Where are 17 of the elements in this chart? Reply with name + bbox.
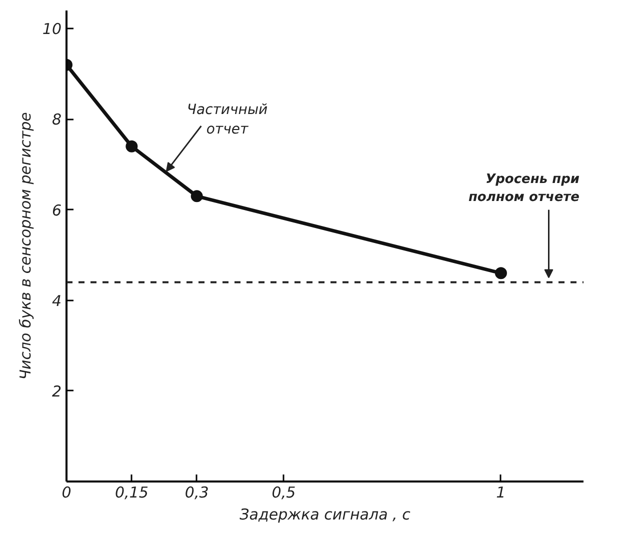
x-tick-label: 0,3 <box>184 484 209 502</box>
y-tick-label: 10 <box>42 20 62 38</box>
point <box>190 190 203 202</box>
x-tick-label: 0 <box>62 484 72 502</box>
y-tick-label: 8 <box>52 110 62 129</box>
x-tick-label: 0,15 <box>114 484 148 502</box>
y-tick-label: 6 <box>52 201 62 220</box>
point <box>126 140 138 152</box>
x-axis-title: Задержка сигнала , с <box>240 506 412 524</box>
y-tick-label: 2 <box>52 382 62 400</box>
y-tick-label: 4 <box>52 292 62 310</box>
point <box>494 267 507 280</box>
x-tick-label: 1 <box>496 484 506 502</box>
annotation: Частичный отчет <box>186 102 268 138</box>
x-tick-label: 0,5 <box>272 484 296 502</box>
ref-line-label: Уросень при полном отчете <box>468 172 580 206</box>
y-axis-title: Число букв в сенсорном регистре <box>16 112 34 380</box>
